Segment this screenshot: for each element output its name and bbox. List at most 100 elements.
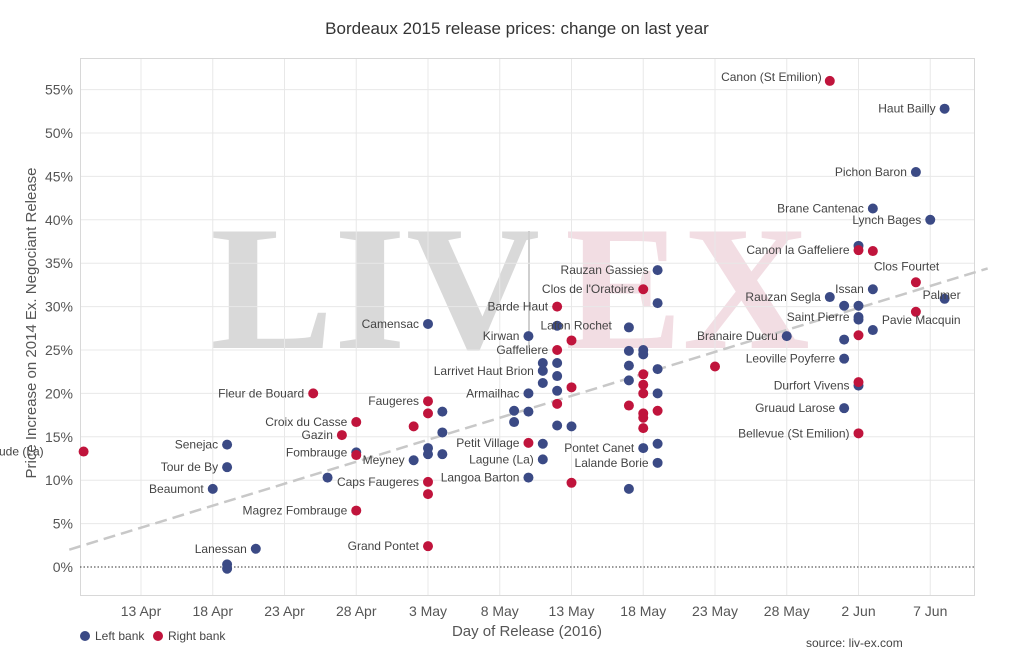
point-left-bank <box>322 472 333 483</box>
point-right-bank <box>423 476 433 487</box>
point-right-bank <box>423 489 433 500</box>
point-left-bank <box>537 358 548 369</box>
point-left-bank <box>839 300 850 311</box>
point-right-bank <box>351 417 362 428</box>
point-right-bank <box>853 245 864 256</box>
point-label: Pavie Macquin <box>882 313 961 327</box>
point-right-bank <box>824 75 835 86</box>
point-label: Armailhac <box>466 386 519 400</box>
point-left-bank <box>638 443 649 454</box>
point-left-bank <box>523 388 534 399</box>
point-label: Gazin <box>302 428 333 442</box>
point-right-bank <box>423 408 433 419</box>
point-label: Tour de By <box>161 460 218 474</box>
point-right-bank <box>408 421 419 432</box>
point-label: Magrez Fombrauge <box>243 504 348 518</box>
point-label: Rauzan Gassies <box>561 263 649 277</box>
point-left-bank <box>552 371 563 382</box>
y-axis-label: Price Increase on 2014 Ex. Negociant Rel… <box>23 167 40 478</box>
point-right-bank <box>638 388 649 399</box>
point-left-bank <box>552 358 563 369</box>
point-label: Durfort Vivens <box>774 379 850 393</box>
point-label: Clos Fourtet <box>874 259 940 273</box>
point-left-bank <box>222 462 233 473</box>
point-right-bank <box>910 306 921 317</box>
point-left-bank <box>552 385 563 396</box>
point-left-bank <box>207 483 218 494</box>
point-left-bank <box>781 331 792 342</box>
y-tick-label: 35% <box>45 255 73 271</box>
point-right-bank <box>853 377 864 388</box>
point-label: Issan <box>835 282 864 296</box>
y-tick-label: 15% <box>45 429 73 445</box>
point-label: Brane Cantenac <box>777 202 864 216</box>
point-right-bank <box>78 446 89 457</box>
point-label: Fombrauge <box>286 445 348 459</box>
plot-area <box>80 58 975 596</box>
point-left-bank <box>623 322 634 333</box>
point-left-bank <box>939 293 950 304</box>
point-left-bank <box>537 365 548 376</box>
point-left-bank <box>537 454 548 465</box>
point-label: Pichon Baron <box>835 165 907 179</box>
point-label: Langoa Barton <box>441 471 520 485</box>
point-left-bank <box>623 483 634 494</box>
point-right-bank <box>566 382 577 393</box>
point-right-bank <box>552 301 563 312</box>
point-left-bank <box>839 334 850 345</box>
point-left-bank <box>509 417 520 428</box>
point-labels: Senejac Tour de By Beaumont Lanessan Fombrau… <box>0 70 961 556</box>
point-right-bank <box>867 246 878 257</box>
point-left-bank <box>638 349 649 360</box>
grid-lines <box>80 58 974 595</box>
point-left-bank <box>408 455 419 466</box>
x-axis-ticks: 13 Apr 18 Apr 23 Apr 28 Apr 3 May 8 May 13 May… <box>121 603 948 619</box>
point-label: Gruaud Larose <box>755 401 835 415</box>
point-right-bank <box>710 361 720 372</box>
y-tick-label: 10% <box>45 472 73 488</box>
point-left-bank <box>523 472 534 483</box>
y-tick-label: 55% <box>45 82 73 98</box>
point-left-bank <box>537 438 548 449</box>
point-right-bank <box>638 369 649 380</box>
source-note: source: liv-ex.com <box>806 636 903 650</box>
point-label: Rauzan Segla <box>745 290 821 304</box>
point-right-bank <box>566 335 577 346</box>
point-label: Kirwan <box>483 329 520 343</box>
point-right-bank <box>423 396 433 407</box>
point-left-bank <box>652 457 663 468</box>
x-tick-label: 2 Jun <box>841 603 875 619</box>
point-left-bank <box>222 563 233 574</box>
y-axis-ticks: 0% 5% 10% 15% 20% 25% 30% 35% 40% 45% 50% 55% <box>45 82 73 575</box>
x-axis-label: Day of Release (2016) <box>452 623 602 640</box>
y-tick-label: 50% <box>45 125 73 141</box>
point-label: Beaumont <box>149 482 204 496</box>
point-right-bank <box>351 505 362 516</box>
legend-right-bank-marker <box>153 631 163 641</box>
x-tick-label: 23 Apr <box>264 603 305 619</box>
point-right-bank <box>336 430 347 441</box>
point-right-bank <box>638 423 649 434</box>
point-right-bank <box>638 284 649 295</box>
point-right-bank <box>623 400 634 411</box>
point-left-bank <box>423 318 433 329</box>
point-left-bank <box>250 543 261 554</box>
point-right-bank <box>552 398 563 409</box>
svg-text:LIV: LIV <box>210 189 540 387</box>
y-tick-label: 5% <box>53 516 73 532</box>
point-left-bank <box>839 353 850 364</box>
point-left-bank <box>853 300 864 311</box>
chart-title: Bordeaux 2015 release prices: change on … <box>325 19 709 38</box>
point-left-bank <box>867 325 878 336</box>
point-left-bank <box>623 360 634 371</box>
point-left-bank <box>867 284 878 295</box>
point-left-bank <box>552 320 563 331</box>
point-label: Croix du Casse <box>265 415 347 429</box>
x-tick-label: 13 Apr <box>121 603 162 619</box>
point-label: Grand Pontet <box>348 539 420 553</box>
y-tick-label: 0% <box>53 559 73 575</box>
point-left-bank <box>652 364 663 375</box>
point-right-bank <box>552 345 563 355</box>
point-label: Pontet Canet <box>564 441 635 455</box>
point-label: Lafon Rochet <box>541 318 613 332</box>
